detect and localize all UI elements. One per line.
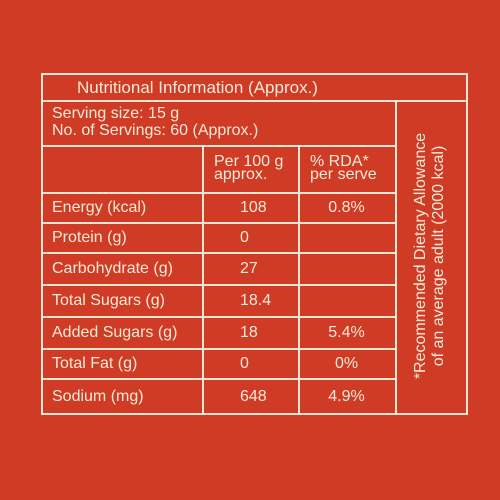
- column-header: approx.: [214, 166, 268, 183]
- rule: [41, 222, 397, 224]
- rule: [466, 73, 468, 415]
- column-header: % RDA*: [310, 153, 369, 170]
- nutrient-name: Protein (g): [52, 229, 127, 246]
- rule: [41, 284, 397, 286]
- rule: [41, 413, 468, 415]
- column-header: Per 100 g: [214, 153, 284, 170]
- serving-size: Serving size: 15 g: [52, 105, 180, 122]
- rule: [41, 192, 397, 194]
- per-100g: 27: [240, 260, 258, 277]
- rule: [202, 145, 204, 415]
- rule: [41, 145, 397, 147]
- rule: [395, 100, 397, 415]
- footnote-line: of an average adult (2000 kcal): [430, 145, 447, 367]
- per-100g: 18: [240, 324, 258, 341]
- footnote-line: *Recommended Dietary Allowance: [412, 132, 429, 380]
- nutrient-name: Total Sugars (g): [52, 292, 165, 309]
- rule: [41, 73, 43, 415]
- per-100g: 18.4: [240, 292, 272, 309]
- nutrient-name: Added Sugars (g): [52, 324, 178, 341]
- rule: [41, 378, 397, 380]
- per-100g: 0: [240, 229, 249, 246]
- rule: [41, 73, 468, 75]
- nutrient-name: Carbohydrate (g): [52, 260, 173, 277]
- per-100g: 648: [240, 387, 267, 405]
- rule: [41, 100, 468, 102]
- rule: [41, 348, 397, 350]
- footnote-text: *Recommended Dietary Allowance of an ave…: [412, 100, 448, 412]
- rule: [41, 252, 397, 254]
- title: Nutritional Information (Approx.): [77, 78, 318, 97]
- nutrient-name: Sodium (mg): [52, 387, 144, 405]
- rda-percent: 0%: [334, 355, 359, 372]
- nutrient-name: Energy (kcal): [52, 199, 147, 216]
- footnote: *Recommended Dietary Allowance of an ave…: [395, 100, 465, 412]
- nutrient-name: Total Fat (g): [52, 355, 138, 372]
- servings-count: No. of Servings: 60 (Approx.): [52, 122, 259, 139]
- per-100g: 108: [240, 199, 267, 216]
- per-100g: 0: [240, 355, 249, 372]
- rule: [298, 145, 300, 415]
- rda-percent: 5.4%: [328, 324, 365, 341]
- rule: [41, 316, 397, 318]
- rda-percent: 4.9%: [328, 387, 365, 405]
- rda-percent: 0.8%: [328, 199, 365, 216]
- column-header: per serve: [310, 166, 377, 183]
